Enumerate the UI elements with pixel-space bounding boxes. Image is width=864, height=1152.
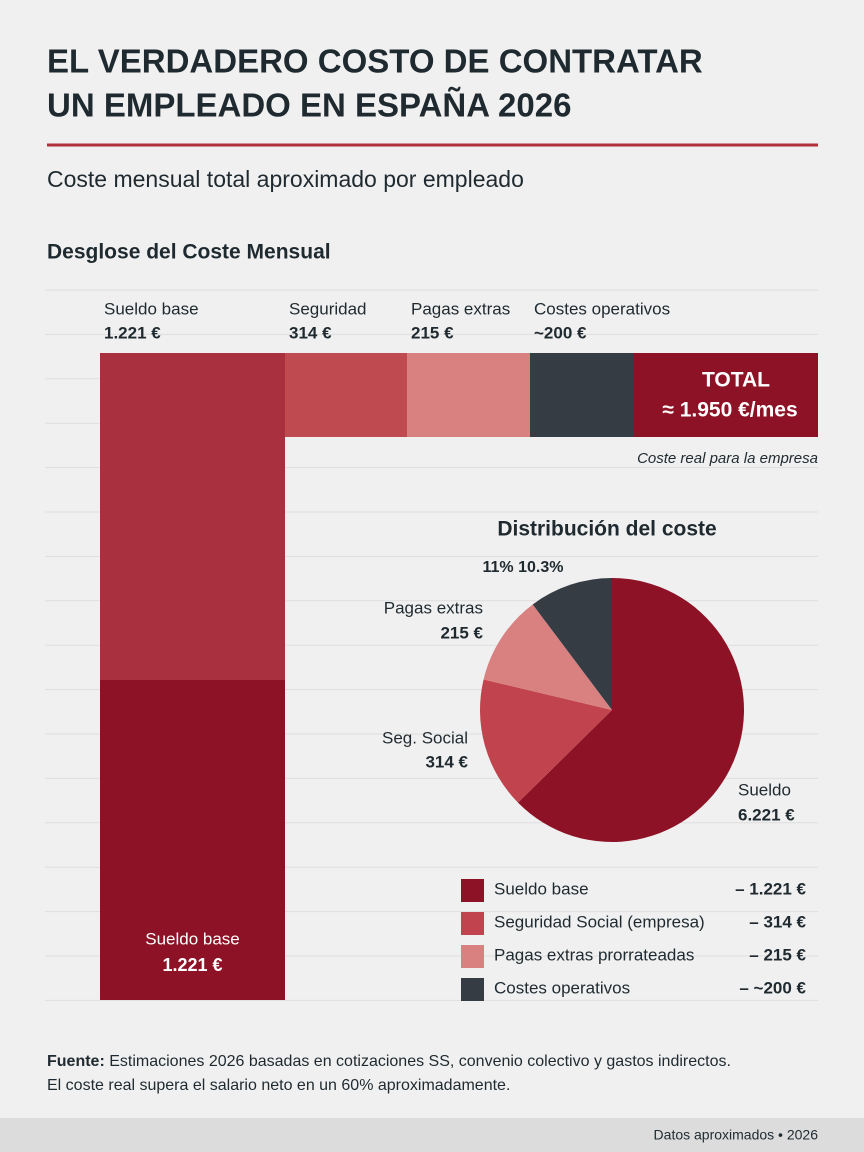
category-label: Pagas extras: [411, 299, 510, 318]
legend-value: – ~200 €: [739, 978, 806, 997]
slice-value: 314 €: [425, 752, 468, 771]
legend-label: Seguridad Social (empresa): [494, 912, 705, 931]
total-value: ≈ 1.950 €/mes: [662, 399, 797, 422]
value-label: 215 €: [411, 323, 454, 342]
source-label: Fuente:: [47, 1053, 105, 1070]
legend-value: – 1.221 €: [735, 879, 806, 898]
category-label: Sueldo base: [104, 299, 199, 318]
section-title: Desglose del Coste Mensual: [47, 241, 331, 264]
source-text: Estimaciones 2026 basadas en cotizacione…: [105, 1053, 731, 1070]
legend-label: Costes operativos: [494, 978, 630, 997]
bar-inner-value: 1.221 €: [162, 955, 222, 975]
value-label: 314 €: [289, 323, 332, 342]
slice-label: Seg. Social: [382, 728, 468, 747]
legend-value: – 215 €: [749, 945, 806, 964]
slice-label: Pagas extras: [384, 598, 483, 617]
legend-label: Pagas extras prorrateadas: [494, 945, 694, 964]
legend-swatch: [461, 978, 484, 1001]
value-label: 1.221 €: [104, 323, 161, 342]
credit: Datos aproximados • 2026: [654, 1127, 819, 1143]
footer-bar: [0, 1118, 864, 1152]
title-line: EL VERDADERO COSTO DE CONTRATAR: [47, 43, 703, 80]
title-line: UN EMPLEADO EN ESPAÑA 2026: [47, 87, 571, 124]
legend-label: Sueldo base: [494, 879, 589, 898]
slice-label: Sueldo: [738, 780, 791, 799]
pie-slice: [532, 578, 612, 710]
bar-segment: [100, 353, 285, 680]
percent-note: 11% 10.3%: [483, 559, 564, 576]
bar-segment: [407, 353, 530, 437]
pie-slice: [483, 604, 612, 710]
legend-swatch: [461, 945, 484, 968]
total-note: Coste real para la empresa: [637, 450, 818, 467]
pie-slice: [480, 679, 612, 803]
slice-value: 6.221 €: [738, 805, 795, 824]
legend-swatch: [461, 879, 484, 902]
slice-value: 215 €: [440, 623, 483, 642]
footnote: El coste real supera el salario neto en …: [47, 1077, 510, 1094]
subtitle: Coste mensual total aproximado por emple…: [47, 166, 524, 192]
source: Fuente: Estimaciones 2026 basadas en cot…: [47, 1053, 731, 1070]
value-label: ~200 €: [534, 323, 587, 342]
pie-slice: [517, 578, 745, 843]
total-label: TOTAL: [702, 369, 770, 392]
bar-column: [100, 680, 285, 1000]
total-box: [634, 353, 818, 437]
pie-title: Distribución del coste: [497, 518, 716, 541]
bar-inner-label: Sueldo base: [145, 929, 240, 948]
category-label: Seguridad: [289, 299, 367, 318]
bar-segment: [285, 353, 407, 437]
bar-segment: [530, 353, 634, 437]
legend-swatch: [461, 912, 484, 935]
category-label: Costes operativos: [534, 299, 670, 318]
legend-value: – 314 €: [749, 912, 806, 931]
